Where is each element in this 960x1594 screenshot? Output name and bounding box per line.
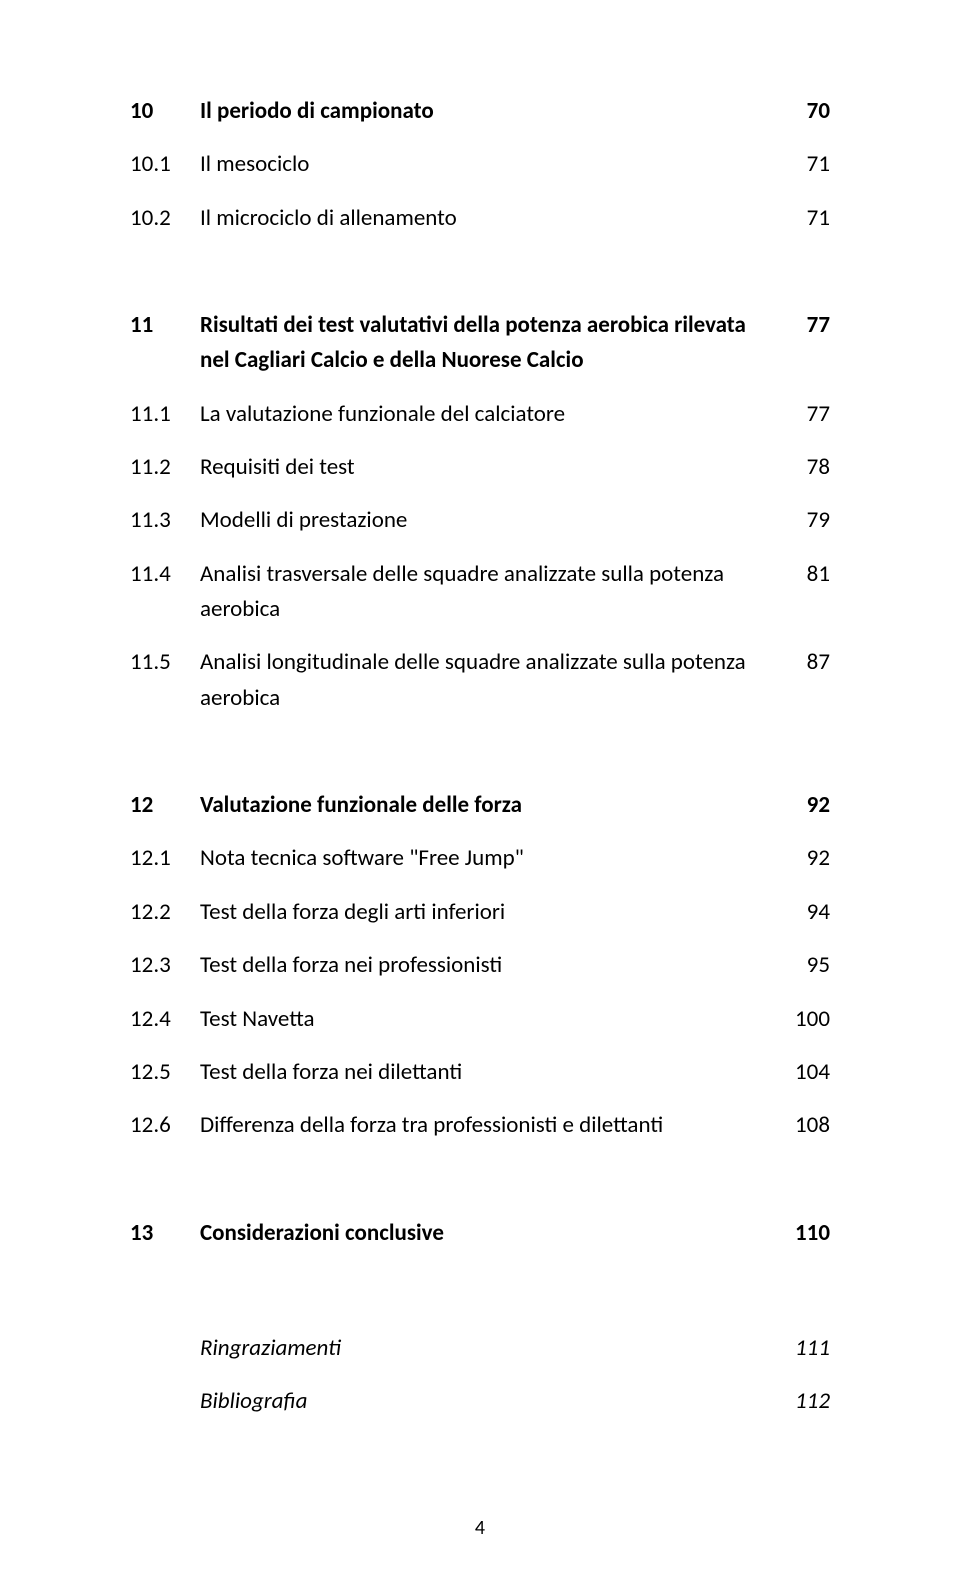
toc-row: 11.1 La valutazione funzionale del calci… xyxy=(130,398,830,431)
toc-row: 12.1 Nota tecnica software "Free Jump" 9… xyxy=(130,842,830,875)
toc-title: Il microciclo di allenamento xyxy=(200,202,774,235)
toc-title: Differenza della forza tra professionist… xyxy=(200,1109,774,1142)
toc-row: Ringraziamenti 111 xyxy=(130,1332,830,1365)
toc-row: 12.4 Test Navetta 100 xyxy=(130,1003,830,1036)
toc-number: 12.6 xyxy=(130,1109,200,1142)
document-page: 10 Il periodo di campionato 70 10.1 Il m… xyxy=(0,0,960,1594)
toc-number: 11.4 xyxy=(130,558,200,591)
toc-title: Modelli di prestazione xyxy=(200,504,774,537)
toc-page: 104 xyxy=(774,1056,830,1089)
toc-page: 78 xyxy=(774,451,830,484)
toc-title: Valutazione funzionale delle forza xyxy=(200,789,774,822)
toc-row: 12.5 Test della forza nei dilettanti 104 xyxy=(130,1056,830,1089)
section-gap xyxy=(130,1270,830,1332)
toc-title: nel Cagliari Calcio e della Nuorese Calc… xyxy=(200,344,774,377)
toc-title: Considerazioni conclusive xyxy=(200,1217,774,1250)
toc-title: Test Navetta xyxy=(200,1003,774,1036)
page-number: 4 xyxy=(0,1516,960,1540)
toc-row: 12 Valutazione funzionale delle forza 92 xyxy=(130,789,830,822)
toc-row: nel Cagliari Calcio e della Nuorese Calc… xyxy=(130,344,830,377)
toc-number: 10.1 xyxy=(130,148,200,181)
toc-title: Test della forza nei professionisti xyxy=(200,949,774,982)
toc-page: 95 xyxy=(774,949,830,982)
toc-row: 11.2 Requisiti dei test 78 xyxy=(130,451,830,484)
toc-title: Risultati dei test valutativi della pote… xyxy=(200,309,774,342)
toc-title: Test della forza nei dilettanti xyxy=(200,1056,774,1089)
toc-page: 92 xyxy=(774,842,830,875)
toc-row: 10.2 Il microciclo di allenamento 71 xyxy=(130,202,830,235)
toc-page: 110 xyxy=(774,1217,830,1250)
toc-row: 11.5 Analisi longitudinale delle squadre… xyxy=(130,646,830,679)
toc-page: 71 xyxy=(774,148,830,181)
toc-page: 111 xyxy=(774,1332,830,1365)
toc-row: Bibliografia 112 xyxy=(130,1385,830,1418)
toc-number: 11 xyxy=(130,309,200,342)
toc-title: Analisi longitudinale delle squadre anal… xyxy=(200,646,774,679)
toc-row: aerobica xyxy=(130,682,830,715)
toc-title: Il periodo di campionato xyxy=(200,95,774,128)
toc-number: 13 xyxy=(130,1217,200,1250)
toc-title: Bibliografia xyxy=(200,1385,774,1418)
toc-number: 12.3 xyxy=(130,949,200,982)
toc-page: 71 xyxy=(774,202,830,235)
toc-page: 79 xyxy=(774,504,830,537)
toc-page: 70 xyxy=(774,95,830,128)
toc-number: 11.5 xyxy=(130,646,200,679)
toc-number: 12.4 xyxy=(130,1003,200,1036)
toc-number: 10 xyxy=(130,95,200,128)
toc-title: Ringraziamenti xyxy=(200,1332,774,1365)
toc-number: 12.5 xyxy=(130,1056,200,1089)
toc-number: 11.3 xyxy=(130,504,200,537)
toc-page: 94 xyxy=(774,896,830,929)
toc-title: aerobica xyxy=(200,593,774,626)
toc-page: 81 xyxy=(774,558,830,591)
toc-row: 10.1 Il mesociclo 71 xyxy=(130,148,830,181)
toc-number: 12.1 xyxy=(130,842,200,875)
toc-row: 11.4 Analisi trasversale delle squadre a… xyxy=(130,558,830,591)
toc-title: Test della forza degli arti inferiori xyxy=(200,896,774,929)
toc-number: 11.1 xyxy=(130,398,200,431)
toc-row: 13 Considerazioni conclusive 110 xyxy=(130,1217,830,1250)
toc-page: 112 xyxy=(774,1385,830,1418)
toc-number: 10.2 xyxy=(130,202,200,235)
toc-title: Requisiti dei test xyxy=(200,451,774,484)
toc-row: aerobica xyxy=(130,593,830,626)
toc-row: 11 Risultati dei test valutativi della p… xyxy=(130,309,830,342)
toc-title: La valutazione funzionale del calciatore xyxy=(200,398,774,431)
toc-row: 12.6 Differenza della forza tra professi… xyxy=(130,1109,830,1142)
toc-page: 77 xyxy=(774,398,830,431)
toc-row: 12.2 Test della forza degli arti inferio… xyxy=(130,896,830,929)
toc-page: 87 xyxy=(774,646,830,679)
toc-row: 12.3 Test della forza nei professionisti… xyxy=(130,949,830,982)
toc-page: 77 xyxy=(774,309,830,342)
section-gap xyxy=(130,255,830,309)
section-gap xyxy=(130,735,830,789)
toc-title: Analisi trasversale delle squadre analiz… xyxy=(200,558,774,591)
toc-number: 11.2 xyxy=(130,451,200,484)
toc-row: 10 Il periodo di campionato 70 xyxy=(130,95,830,128)
toc-title: aerobica xyxy=(200,682,774,715)
toc-row: 11.3 Modelli di prestazione 79 xyxy=(130,504,830,537)
toc-number: 12.2 xyxy=(130,896,200,929)
section-gap xyxy=(130,1163,830,1217)
toc-title: Nota tecnica software "Free Jump" xyxy=(200,842,774,875)
toc-page: 100 xyxy=(774,1003,830,1036)
toc-title: Il mesociclo xyxy=(200,148,774,181)
toc-page: 92 xyxy=(774,789,830,822)
toc-page: 108 xyxy=(774,1109,830,1142)
toc-number: 12 xyxy=(130,789,200,822)
